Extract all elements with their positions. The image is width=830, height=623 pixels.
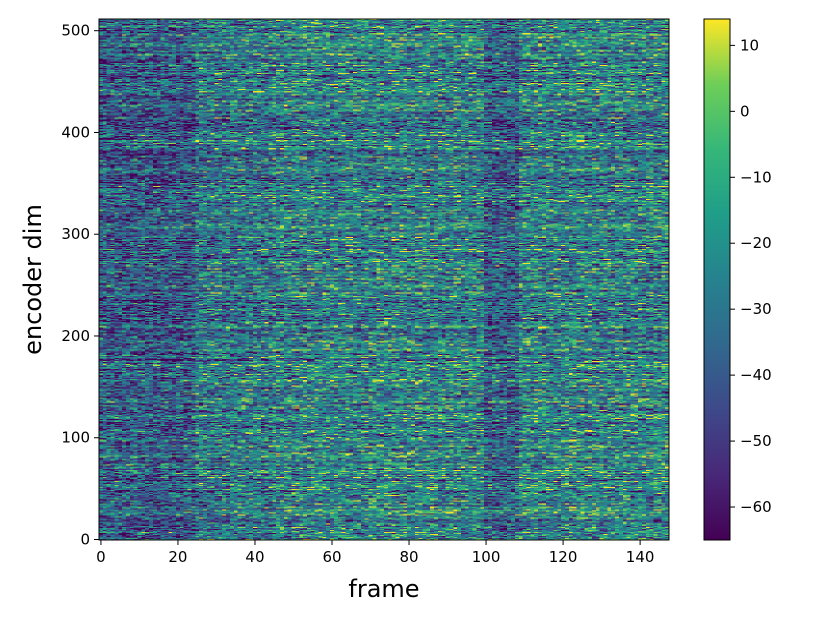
x-tick-label: 140 — [626, 548, 655, 566]
y-tick-label: 0 — [80, 530, 90, 548]
colorbar-ticks: 10 0 −10 −20 −30 −40 −50 −60 — [730, 36, 772, 516]
colorbar-tick-label: −10 — [740, 168, 772, 186]
colorbar-tick-label: 10 — [740, 36, 759, 54]
x-tick-label: 80 — [399, 548, 418, 566]
colorbar-tick-label: −40 — [740, 366, 772, 384]
x-axis-ticks: 0 20 40 60 80 100 120 140 — [96, 540, 654, 566]
x-tick-label: 0 — [96, 548, 106, 566]
x-tick-label: 120 — [549, 548, 578, 566]
y-axis-title: encoder dim — [19, 204, 47, 355]
y-tick-label: 300 — [61, 225, 90, 243]
y-tick-label: 200 — [61, 327, 90, 345]
y-tick-label: 400 — [61, 123, 90, 141]
y-axis-ticks: 0 100 200 300 400 500 — [61, 22, 99, 548]
x-axis-title: frame — [348, 575, 419, 603]
colorbar-tick-label: 0 — [740, 102, 750, 120]
x-tick-label: 100 — [472, 548, 501, 566]
y-tick-label: 100 — [61, 429, 90, 447]
colorbar-tick-label: −50 — [740, 432, 772, 450]
x-tick-label: 40 — [245, 548, 264, 566]
colorbar-tick-label: −60 — [740, 498, 772, 516]
y-tick-label: 500 — [61, 22, 90, 40]
colorbar-tick-label: −20 — [740, 234, 772, 252]
colorbar-tick-label: −30 — [740, 300, 772, 318]
x-tick-label: 20 — [168, 548, 187, 566]
colorbar — [703, 18, 731, 541]
plot-frame — [98, 18, 670, 541]
x-tick-label: 60 — [322, 548, 341, 566]
heatmap-image — [99, 19, 669, 540]
heatmap-cells — [99, 19, 669, 540]
